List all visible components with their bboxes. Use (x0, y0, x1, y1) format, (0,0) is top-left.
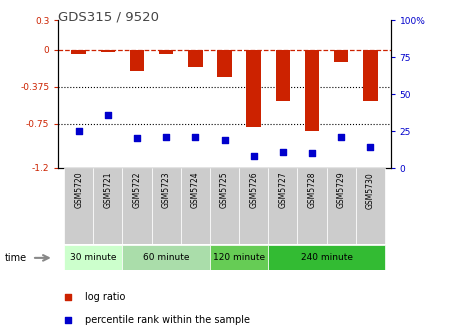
Bar (326, 168, 356, 244)
Text: GSM5729: GSM5729 (337, 172, 346, 208)
Text: GSM5721: GSM5721 (103, 172, 112, 208)
Bar (181, 168, 210, 244)
Bar (276, 50, 290, 101)
Text: GSM5727: GSM5727 (278, 172, 287, 208)
Bar (210, 168, 239, 244)
Text: GSM5722: GSM5722 (132, 172, 141, 208)
Bar (239, 168, 268, 244)
Bar (210, 245, 268, 270)
Text: GDS315 / 9520: GDS315 / 9520 (58, 10, 159, 23)
Point (221, 137, 228, 142)
Text: GSM5726: GSM5726 (249, 172, 258, 208)
Bar (159, 50, 173, 54)
Bar (123, 245, 210, 270)
Bar (130, 50, 144, 72)
Text: GSM5730: GSM5730 (366, 172, 375, 209)
Point (308, 151, 316, 156)
Text: 30 minute: 30 minute (70, 253, 117, 262)
Point (192, 134, 199, 140)
Text: 240 minute: 240 minute (300, 253, 352, 262)
Point (367, 144, 374, 150)
Point (312, 190, 319, 196)
Point (163, 134, 170, 140)
Text: GSM5724: GSM5724 (191, 172, 200, 208)
Point (133, 136, 141, 141)
Bar (268, 245, 385, 270)
Point (338, 134, 345, 140)
Text: percentile rank within the sample: percentile rank within the sample (85, 315, 250, 325)
Bar (152, 168, 181, 244)
Bar (71, 50, 86, 54)
Bar (268, 168, 297, 244)
Bar (305, 50, 319, 131)
Bar (297, 168, 326, 244)
Point (279, 149, 286, 155)
Bar (64, 245, 123, 270)
Bar (334, 50, 348, 61)
Bar (356, 168, 385, 244)
Point (104, 112, 111, 118)
Text: time: time (4, 253, 26, 263)
Bar (64, 168, 93, 244)
Text: 60 minute: 60 minute (143, 253, 189, 262)
Text: GSM5720: GSM5720 (74, 172, 83, 208)
Bar (247, 50, 261, 127)
Bar (363, 50, 378, 101)
Text: 120 minute: 120 minute (213, 253, 265, 262)
Bar (101, 50, 115, 52)
Point (250, 154, 257, 159)
Text: log ratio: log ratio (85, 292, 125, 302)
Bar (188, 50, 202, 68)
Text: GSM5725: GSM5725 (220, 172, 229, 208)
Text: GSM5723: GSM5723 (162, 172, 171, 208)
Text: GSM5728: GSM5728 (308, 172, 317, 208)
Bar (217, 50, 232, 77)
Bar (93, 168, 123, 244)
Point (75, 128, 82, 134)
Bar (123, 168, 152, 244)
